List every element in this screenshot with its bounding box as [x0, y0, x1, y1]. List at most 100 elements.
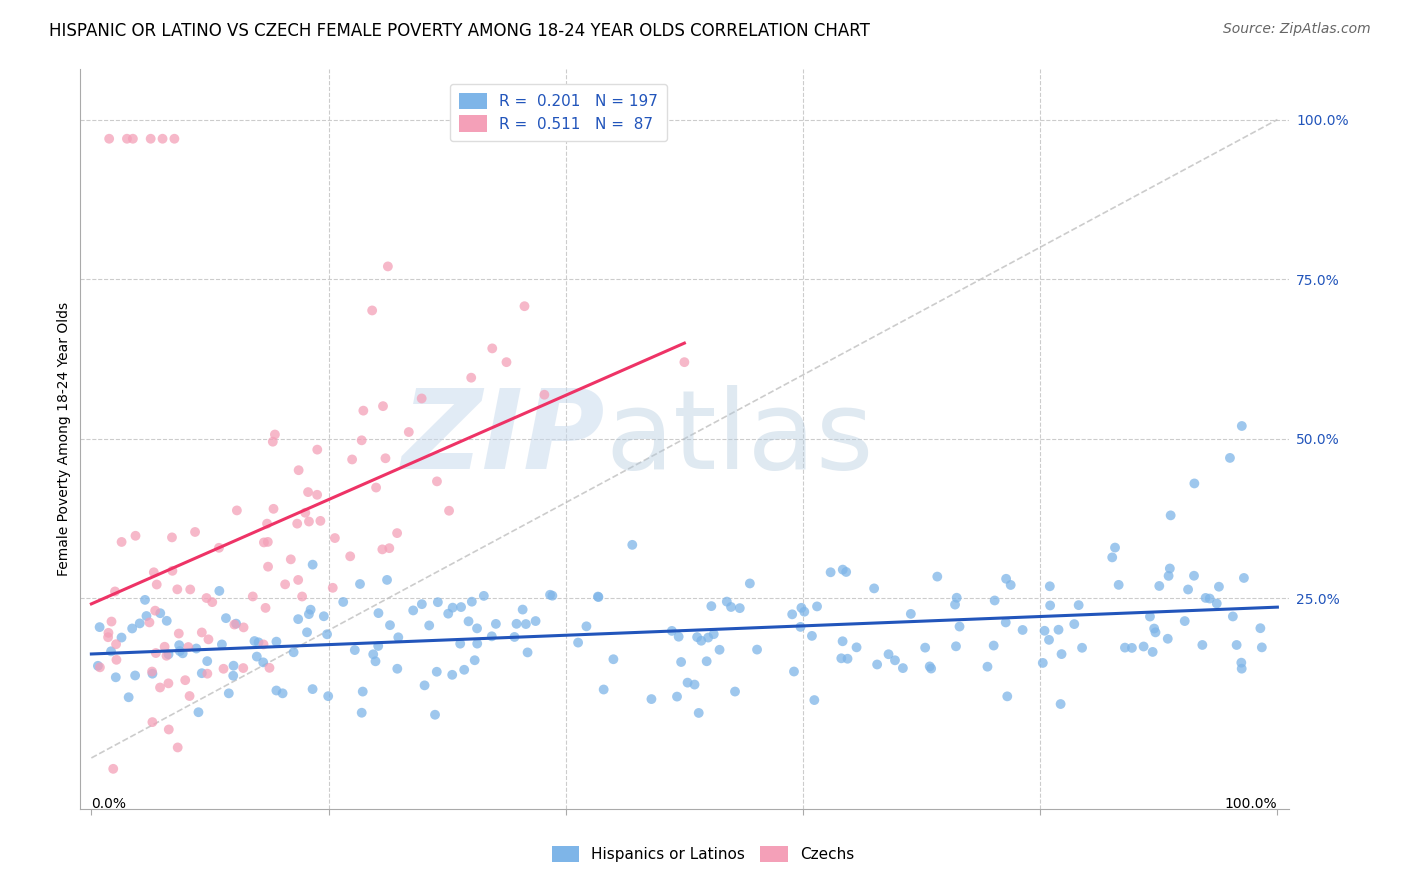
- Point: [166, 740, 188, 755]
- Point: [927, 569, 949, 583]
- Point: [367, 639, 389, 653]
- Point: [1233, 571, 1256, 585]
- Point: [831, 634, 853, 648]
- Point: [141, 666, 163, 681]
- Point: [437, 607, 460, 621]
- Point: [837, 651, 859, 665]
- Point: [162, 564, 184, 578]
- Point: [143, 604, 166, 618]
- Point: [307, 488, 329, 502]
- Point: [1208, 580, 1230, 594]
- Point: [1174, 614, 1197, 628]
- Point: [378, 618, 401, 632]
- Point: [1250, 640, 1272, 655]
- Point: [122, 132, 145, 146]
- Point: [524, 614, 547, 628]
- Point: [177, 640, 200, 654]
- Point: [983, 639, 1005, 653]
- Point: [152, 132, 174, 146]
- Point: [621, 538, 644, 552]
- Point: [918, 659, 941, 673]
- Point: [232, 661, 254, 675]
- Point: [790, 600, 813, 615]
- Point: [262, 434, 284, 449]
- Point: [142, 566, 165, 580]
- Point: [287, 612, 309, 626]
- Point: [1143, 622, 1166, 636]
- Point: [105, 637, 128, 651]
- Point: [89, 660, 111, 674]
- Point: [1108, 578, 1130, 592]
- Point: [676, 675, 699, 690]
- Point: [1249, 621, 1271, 635]
- Point: [666, 690, 689, 704]
- Point: [1121, 640, 1143, 655]
- Point: [157, 676, 180, 690]
- Point: [586, 590, 609, 604]
- Point: [89, 620, 111, 634]
- Point: [945, 640, 967, 654]
- Point: [1132, 640, 1154, 654]
- Point: [976, 659, 998, 673]
- Point: [945, 591, 967, 605]
- Point: [793, 605, 815, 619]
- Point: [266, 683, 288, 698]
- Point: [789, 620, 811, 634]
- Point: [426, 475, 449, 489]
- Point: [460, 370, 482, 384]
- Point: [211, 637, 233, 651]
- Point: [1149, 579, 1171, 593]
- Point: [87, 658, 110, 673]
- Point: [948, 619, 970, 633]
- Point: [481, 342, 503, 356]
- Point: [257, 559, 280, 574]
- Point: [350, 434, 373, 448]
- Point: [387, 662, 409, 676]
- Point: [450, 600, 472, 615]
- Point: [195, 654, 218, 668]
- Point: [673, 355, 696, 369]
- Point: [110, 631, 132, 645]
- Point: [1139, 609, 1161, 624]
- Point: [371, 542, 394, 557]
- Point: [1159, 561, 1181, 575]
- Point: [295, 625, 318, 640]
- Point: [247, 635, 270, 649]
- Point: [100, 615, 122, 629]
- Point: [686, 630, 709, 644]
- Y-axis label: Female Poverty Among 18-24 Year Olds: Female Poverty Among 18-24 Year Olds: [58, 301, 72, 576]
- Point: [1182, 568, 1205, 582]
- Point: [157, 723, 180, 737]
- Point: [139, 132, 162, 146]
- Point: [697, 631, 720, 645]
- Point: [592, 682, 614, 697]
- Point: [243, 634, 266, 648]
- Point: [1191, 638, 1213, 652]
- Point: [453, 663, 475, 677]
- Point: [128, 616, 150, 631]
- Point: [738, 576, 761, 591]
- Point: [413, 678, 436, 692]
- Point: [1230, 419, 1253, 434]
- Point: [104, 584, 127, 599]
- Point: [803, 693, 825, 707]
- Point: [246, 649, 269, 664]
- Point: [121, 622, 143, 636]
- Point: [100, 644, 122, 658]
- Point: [252, 656, 274, 670]
- Point: [283, 645, 305, 659]
- Text: 0.0%: 0.0%: [91, 797, 127, 811]
- Point: [253, 535, 276, 549]
- Point: [800, 629, 823, 643]
- Point: [160, 530, 183, 544]
- Point: [845, 640, 868, 655]
- Point: [316, 689, 339, 703]
- Point: [703, 627, 725, 641]
- Point: [179, 582, 201, 597]
- Point: [820, 566, 842, 580]
- Point: [259, 661, 281, 675]
- Point: [166, 582, 188, 597]
- Point: [866, 657, 889, 672]
- Point: [995, 572, 1018, 586]
- Point: [728, 601, 751, 615]
